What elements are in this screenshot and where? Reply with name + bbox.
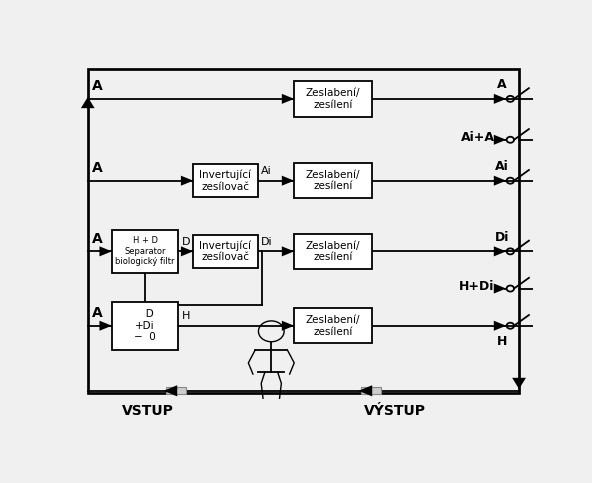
Text: Ai+A: Ai+A [461, 131, 495, 144]
Text: A: A [497, 78, 506, 91]
Bar [88, 69, 519, 393]
Bar [193, 235, 258, 268]
Polygon shape [181, 176, 193, 185]
Polygon shape [282, 176, 294, 185]
Text: Invertující
zesílovač: Invertující zesílovač [200, 170, 252, 192]
Bar [112, 230, 178, 273]
Polygon shape [359, 385, 372, 397]
Text: Zeslabení/
zesílení: Zeslabení/ zesílení [306, 170, 361, 191]
Text: D
+Di
−  0: D +Di − 0 [134, 309, 156, 342]
Text: A: A [92, 232, 103, 246]
Text: Ai: Ai [261, 166, 272, 176]
Polygon shape [494, 135, 506, 145]
Text: A: A [92, 161, 103, 175]
Polygon shape [494, 284, 506, 294]
Text: H + D
Separator
biologický filtr: H + D Separator biologický filtr [115, 237, 175, 266]
Bar [193, 164, 258, 198]
Text: Di: Di [494, 231, 509, 244]
Polygon shape [494, 176, 506, 185]
Text: Di: Di [261, 237, 273, 247]
Polygon shape [494, 321, 506, 331]
Bar [166, 387, 186, 394]
Text: Zeslabení/
zesílení: Zeslabení/ zesílení [306, 88, 361, 110]
Bar [112, 301, 178, 350]
Polygon shape [494, 94, 506, 104]
Text: Ai: Ai [495, 160, 509, 173]
Polygon shape [282, 94, 294, 104]
Bar [294, 163, 372, 199]
Bar [294, 308, 372, 343]
Bar [294, 234, 372, 269]
Polygon shape [99, 321, 112, 331]
Polygon shape [163, 385, 177, 397]
Polygon shape [494, 246, 506, 256]
Text: H: H [497, 335, 507, 348]
Text: A: A [92, 79, 103, 93]
Polygon shape [99, 246, 112, 256]
Text: Invertující
zesílovač: Invertující zesílovač [200, 241, 252, 262]
Text: A: A [92, 306, 103, 320]
Text: H+Di: H+Di [459, 280, 495, 293]
Text: D: D [182, 237, 191, 247]
Polygon shape [81, 97, 95, 108]
Polygon shape [181, 246, 193, 256]
Polygon shape [282, 321, 294, 331]
Bar [294, 81, 372, 116]
Text: Zeslabení/
zesílení: Zeslabení/ zesílení [306, 241, 361, 262]
Text: VSTUP: VSTUP [121, 404, 173, 418]
Polygon shape [282, 246, 294, 256]
Text: VÝSTUP: VÝSTUP [364, 404, 426, 418]
Text: Zeslabení/
zesílení: Zeslabení/ zesílení [306, 315, 361, 337]
Polygon shape [512, 378, 526, 389]
Bar [361, 387, 381, 394]
Text: H: H [182, 311, 191, 321]
